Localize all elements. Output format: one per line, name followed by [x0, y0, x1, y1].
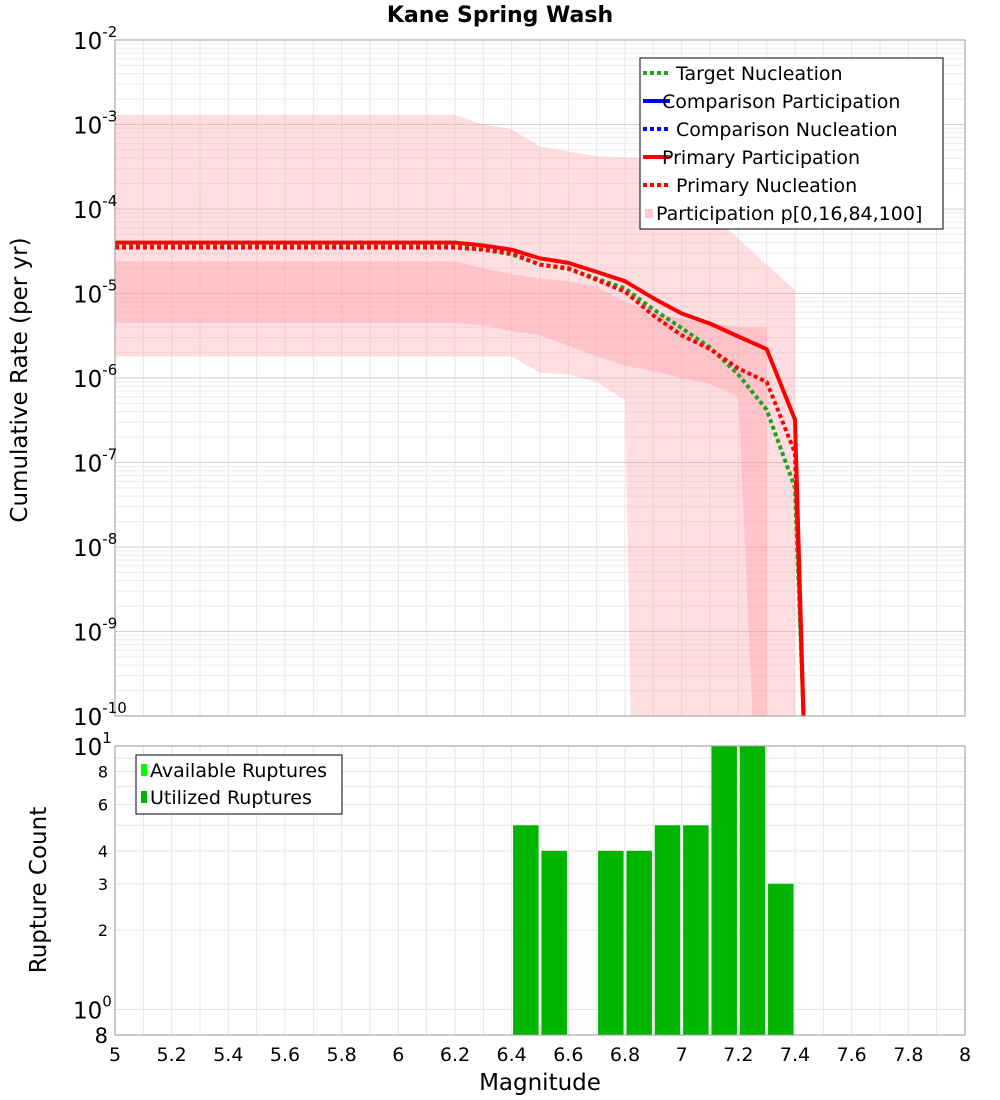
legend-label: Utilized Ruptures [150, 787, 312, 809]
legend-label: Primary Nucleation [676, 175, 857, 197]
y-tick-base: 10 [73, 536, 102, 562]
participation-bands [115, 114, 795, 717]
bar [513, 825, 539, 1035]
band-outer-0-100 [115, 114, 795, 717]
top-plot-frame [114, 39, 966, 717]
y-tick-label: 100 [73, 992, 112, 1024]
x-tick-label: 6.4 [497, 1044, 527, 1066]
y-tick-label: 10-3 [73, 108, 117, 140]
x-tick-label: 7 [676, 1044, 688, 1066]
x-tick-label: 6 [392, 1044, 404, 1066]
x-tick-label: 7.6 [837, 1044, 867, 1066]
y-tick-exponent: -5 [102, 277, 117, 295]
top-y-axis-label: Cumulative Rate (per yr) [7, 237, 33, 522]
legend-label: Available Ruptures [150, 760, 327, 782]
legend-swatch-utilized-ruptures [141, 791, 147, 803]
y-tick-exponent: -2 [102, 23, 117, 41]
top-grid [114, 40, 966, 717]
series-line-target-nucleation [115, 244, 806, 717]
bar [739, 746, 766, 1035]
x-tick-label: 5.8 [327, 1044, 357, 1066]
x-tick-label: 6.8 [610, 1044, 640, 1066]
bar [768, 883, 794, 1035]
y-tick-label: 8 [95, 1024, 108, 1048]
top-y-ticks: 10-210-310-410-510-610-710-810-910-10 [73, 23, 127, 731]
legend-label: Comparison Participation [662, 91, 900, 113]
legend-box [135, 754, 343, 815]
x-tick-label: 7.4 [780, 1044, 810, 1066]
bottom-y-axis-label: Rupture Count [26, 807, 52, 973]
y-tick-label: 10-6 [73, 361, 117, 393]
y-tick-base: 10 [73, 367, 102, 393]
x-tick-label: 7.8 [893, 1044, 923, 1066]
y-tick-label: 2 [98, 921, 108, 940]
y-tick-base: 10 [73, 198, 102, 224]
y-tick-exponent: -6 [102, 361, 117, 379]
legend-swatch-available-ruptures [141, 764, 147, 776]
bar [654, 825, 681, 1035]
series-line-primary-participation [115, 240, 806, 717]
y-tick-label: 10-8 [73, 530, 117, 562]
legend-box [639, 57, 944, 230]
y-tick-label: 10-7 [73, 446, 117, 478]
y-tick-exponent: -9 [102, 615, 117, 633]
y-tick-base: 10 [73, 283, 102, 309]
series-line-primary-nucleation [115, 245, 806, 717]
bar [711, 746, 737, 1035]
y-tick-base: 10 [73, 452, 102, 478]
y-tick-label: 10-10 [73, 699, 127, 731]
bar [598, 850, 624, 1035]
x-tick-label: 5.4 [213, 1044, 243, 1066]
y-tick-exponent: 0 [102, 992, 112, 1010]
rate-lines [115, 240, 806, 717]
bar [541, 850, 567, 1035]
rupture-bars [513, 746, 794, 1035]
x-tick-label: 7.2 [723, 1044, 753, 1066]
y-tick-label: 101 [73, 729, 112, 761]
y-tick-label: 10-9 [73, 615, 117, 647]
bottom-legend: Available Ruptures Utilized Ruptures [135, 754, 343, 815]
y-tick-label: 6 [98, 795, 108, 814]
y-tick-exponent: -10 [102, 699, 127, 717]
x-tick-label: 5 [109, 1044, 121, 1066]
x-tick-label: 5.6 [270, 1044, 300, 1066]
y-tick-base: 10 [73, 114, 102, 140]
y-tick-base: 10 [73, 621, 102, 647]
y-tick-label: 10-5 [73, 277, 117, 309]
x-tick-label: 6.2 [440, 1044, 470, 1066]
band-inner-16-84 [115, 261, 767, 716]
y-tick-exponent: -4 [102, 192, 117, 210]
y-tick-exponent: -8 [102, 530, 117, 548]
y-tick-label: 3 [98, 875, 108, 894]
x-tick-label: 8 [959, 1044, 971, 1066]
chart-title: Kane Spring Wash [387, 3, 613, 28]
legend-label: Primary Participation [662, 147, 860, 169]
y-tick-base: 10 [73, 735, 102, 761]
bottom-plot-frame [114, 745, 966, 1036]
x-tick-label: 5.2 [157, 1044, 187, 1066]
y-tick-base: 10 [73, 29, 102, 55]
bar [683, 825, 709, 1035]
y-tick-label: 8 [98, 763, 108, 782]
y-tick-label: 10-2 [73, 23, 117, 55]
legend-swatch-band [645, 209, 653, 218]
bar [626, 850, 652, 1035]
y-tick-exponent: -3 [102, 108, 117, 126]
y-tick-label: 4 [98, 842, 108, 861]
x-ticks: 5 5.2 5.4 5.6 5.8 6 6.2 6.4 6.6 6.8 7 7.2 7.4 7.6 7.8 8 [109, 1044, 971, 1066]
legend-label: Comparison Nucleation [676, 119, 898, 141]
y-tick-exponent: -7 [102, 446, 117, 464]
top-legend: Target Nucleation Comparison Participatio… [639, 57, 944, 230]
y-tick-exponent: 1 [102, 729, 112, 747]
legend-label: Participation p[0,16,84,100] [656, 203, 922, 225]
x-tick-label: 6.6 [553, 1044, 583, 1066]
y-tick-label: 10-4 [73, 192, 117, 224]
y-tick-base: 10 [73, 705, 102, 731]
x-axis-label: Magnitude [479, 1070, 601, 1096]
y-tick-base: 10 [73, 998, 102, 1024]
legend-label: Target Nucleation [675, 63, 843, 85]
